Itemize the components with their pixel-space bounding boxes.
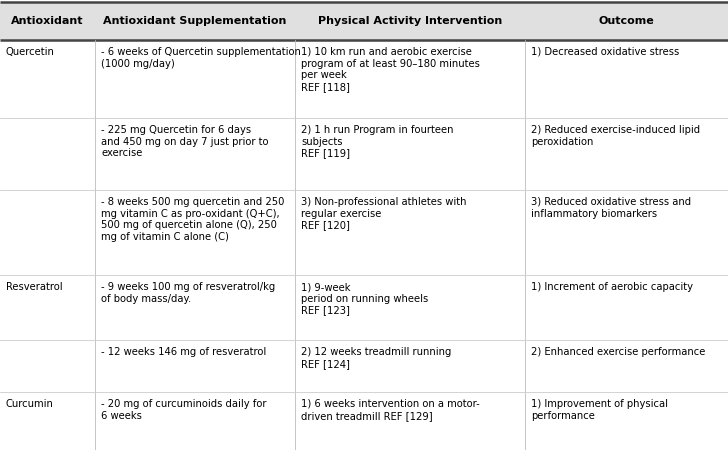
- Text: Curcumin: Curcumin: [6, 399, 54, 409]
- Text: 1) 10 km run and aerobic exercise
program of at least 90–180 minutes
per week
RE: 1) 10 km run and aerobic exercise progra…: [301, 47, 480, 92]
- Text: Resveratrol: Resveratrol: [6, 282, 63, 292]
- Text: Outcome: Outcome: [598, 16, 654, 26]
- Text: - 6 weeks of Quercetin supplementation
(1000 mg/day): - 6 weeks of Quercetin supplementation (…: [101, 47, 301, 68]
- Text: - 12 weeks 146 mg of resveratrol: - 12 weeks 146 mg of resveratrol: [101, 347, 266, 357]
- Text: 1) Improvement of physical
performance: 1) Improvement of physical performance: [531, 399, 668, 421]
- Text: Physical Activity Intervention: Physical Activity Intervention: [318, 16, 502, 26]
- Text: - 8 weeks 500 mg quercetin and 250
mg vitamin C as pro-oxidant (Q+C),
500 mg of : - 8 weeks 500 mg quercetin and 250 mg vi…: [101, 197, 285, 242]
- Text: 2) Reduced exercise-induced lipid
peroxidation: 2) Reduced exercise-induced lipid peroxi…: [531, 125, 700, 147]
- Text: Antioxidant: Antioxidant: [11, 16, 84, 26]
- Text: 1) 6 weeks intervention on a motor-
driven treadmill REF [129]: 1) 6 weeks intervention on a motor- driv…: [301, 399, 480, 421]
- Text: 2) 1 h run Program in fourteen
subjects
REF [119]: 2) 1 h run Program in fourteen subjects …: [301, 125, 454, 158]
- Text: 1) 9-week
period on running wheels
REF [123]: 1) 9-week period on running wheels REF […: [301, 282, 428, 315]
- Text: - 225 mg Quercetin for 6 days
and 450 mg on day 7 just prior to
exercise: - 225 mg Quercetin for 6 days and 450 mg…: [101, 125, 269, 158]
- Text: 2) 12 weeks treadmill running
REF [124]: 2) 12 weeks treadmill running REF [124]: [301, 347, 451, 369]
- Text: 3) Reduced oxidative stress and
inflammatory biomarkers: 3) Reduced oxidative stress and inflamma…: [531, 197, 691, 219]
- Text: Antioxidant Supplementation: Antioxidant Supplementation: [103, 16, 287, 26]
- Text: 2) Enhanced exercise performance: 2) Enhanced exercise performance: [531, 347, 705, 357]
- Text: 1) Increment of aerobic capacity: 1) Increment of aerobic capacity: [531, 282, 693, 292]
- Text: 3) Non-professional athletes with
regular exercise
REF [120]: 3) Non-professional athletes with regula…: [301, 197, 467, 230]
- Text: Quercetin: Quercetin: [6, 47, 55, 57]
- Text: - 9 weeks 100 mg of resveratrol/kg
of body mass/day.: - 9 weeks 100 mg of resveratrol/kg of bo…: [101, 282, 275, 304]
- Text: - 20 mg of curcuminoids daily for
6 weeks: - 20 mg of curcuminoids daily for 6 week…: [101, 399, 266, 421]
- Text: 1) Decreased oxidative stress: 1) Decreased oxidative stress: [531, 47, 679, 57]
- Bar: [0, 2, 728, 40]
